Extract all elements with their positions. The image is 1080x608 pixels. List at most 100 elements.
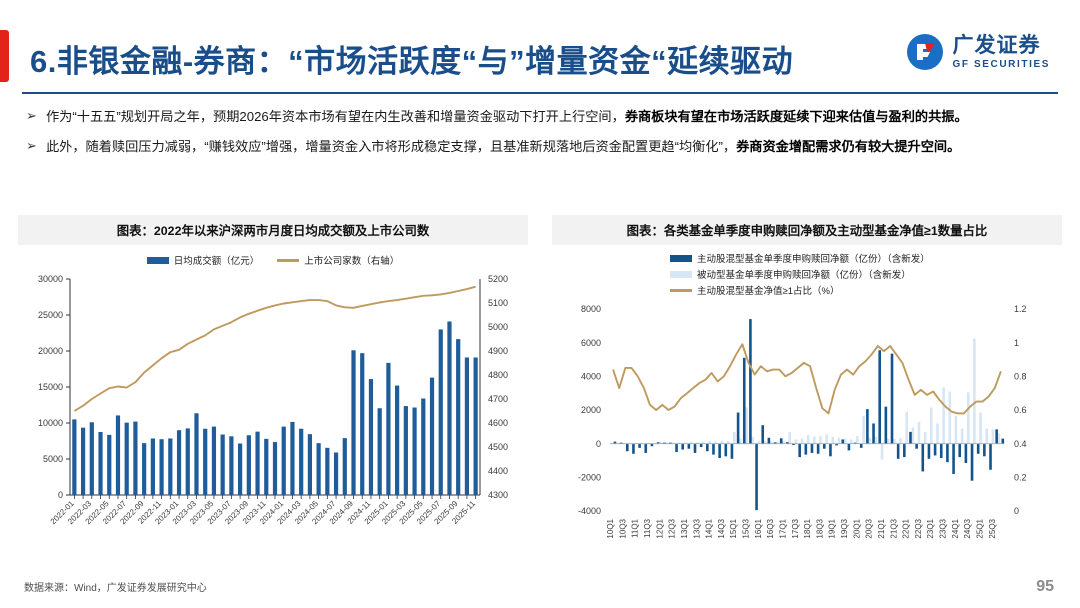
svg-text:4900: 4900 (488, 346, 508, 356)
svg-text:20000: 20000 (38, 346, 63, 356)
svg-text:0: 0 (58, 490, 63, 500)
svg-text:14Q1: 14Q1 (705, 518, 714, 538)
legend-label: 日均成交额（亿元） (173, 256, 260, 267)
svg-text:10Q3: 10Q3 (618, 518, 627, 538)
svg-text:1.2: 1.2 (1014, 304, 1027, 314)
bullet-plain: 作为“十五五”规划开局之年，预期2026年资本市场有望在内生改善和增量资金驱动下… (46, 109, 625, 124)
svg-text:10Q1: 10Q1 (606, 518, 615, 538)
legend-item: 日均成交额（亿元） (146, 253, 260, 267)
list-item: ➢ 此外，随着赎回压力减弱，“赚钱效应”增强，增量资金入市将形成稳定支撑，且基准… (26, 135, 1056, 158)
svg-text:30000: 30000 (38, 274, 63, 284)
svg-text:11Q3: 11Q3 (643, 518, 652, 538)
company-logo: 广发证券 GF SECURITIES (905, 32, 1050, 72)
svg-text:20Q3: 20Q3 (865, 518, 874, 538)
list-item: ➢ 作为“十五五”规划开局之年，预期2026年资本市场有望在内生改善和增量资金驱… (26, 105, 1056, 128)
chart-panel-left: 图表：2022年以来沪深两市月度日均成交额及上市公司数 日均成交额（亿元） 上市… (18, 215, 528, 582)
svg-text:21Q3: 21Q3 (889, 518, 898, 538)
svg-text:4400: 4400 (488, 466, 508, 476)
legend-label: 主动股混型基金净值≥1占比（%） (697, 286, 840, 297)
svg-text:13Q3: 13Q3 (692, 518, 701, 538)
svg-text:0.6: 0.6 (1014, 405, 1027, 415)
legend-swatch-bars (146, 256, 169, 264)
legend-swatch-line (277, 258, 300, 262)
header-divider (22, 92, 1058, 94)
gf-logo-icon (905, 32, 945, 72)
svg-text:15Q1: 15Q1 (729, 518, 738, 538)
svg-text:5000: 5000 (43, 454, 63, 464)
svg-text:13Q1: 13Q1 (680, 518, 689, 538)
svg-text:18Q1: 18Q1 (803, 518, 812, 538)
chart-plot-right: -4000 -2000 0 2000 4000 6000 8000 0 0.2 0.4 0.6 0.8… (552, 299, 1062, 571)
legend-label: 主动股混型基金单季度申购赎回净额（亿份）（含新发） (697, 254, 930, 265)
svg-text:5200: 5200 (488, 274, 508, 284)
legend-swatch-active-fund (670, 254, 692, 262)
logo-text-en: GF SECURITIES (952, 58, 1050, 70)
svg-text:0.2: 0.2 (1014, 473, 1027, 483)
svg-text:15Q3: 15Q3 (742, 518, 751, 538)
svg-text:25000: 25000 (38, 310, 63, 320)
svg-text:1: 1 (1014, 338, 1019, 348)
chart-title-right: 图表：各类基金单季度申购赎回净额及主动型基金净值≥1数量占比 (552, 215, 1062, 245)
data-source-note: 数据来源：Wind，广发证券发展研究中心 (24, 583, 207, 594)
legend-item: 被动型基金单季度申购赎回净额（亿份）（含新发） (670, 267, 911, 281)
svg-text:25Q1: 25Q1 (975, 518, 984, 538)
bullet-plain: 此外，随着赎回压力减弱，“赚钱效应”增强，增量资金入市将形成稳定支撑，且基准新规… (46, 139, 737, 154)
title-accent-bar (0, 30, 9, 82)
chart-legend-left: 日均成交额（亿元） 上市公司家数（右轴） (18, 245, 528, 267)
svg-text:23Q3: 23Q3 (939, 518, 948, 538)
legend-item: 主动股混型基金单季度申购赎回净额（亿份）（含新发） (670, 251, 930, 265)
svg-text:-2000: -2000 (578, 473, 601, 483)
svg-text:19Q1: 19Q1 (828, 518, 837, 538)
svg-text:12Q1: 12Q1 (655, 518, 664, 538)
svg-text:14Q3: 14Q3 (717, 518, 726, 538)
svg-text:0: 0 (596, 439, 601, 449)
svg-text:18Q3: 18Q3 (815, 518, 824, 538)
chart-title-left: 图表：2022年以来沪深两市月度日均成交额及上市公司数 (18, 215, 528, 245)
bullet-text: 此外，随着赎回压力减弱，“赚钱效应”增强，增量资金入市将形成稳定支撑，且基准新规… (46, 135, 1056, 158)
svg-text:22Q1: 22Q1 (902, 518, 911, 538)
bullet-arrow-icon: ➢ (26, 138, 37, 153)
svg-text:4300: 4300 (488, 490, 508, 500)
svg-text:25Q3: 25Q3 (988, 518, 997, 538)
svg-text:4500: 4500 (488, 442, 508, 452)
legend-item: 主动股混型基金净值≥1占比（%） (670, 283, 839, 297)
bullet-arrow-icon: ➢ (26, 108, 37, 123)
svg-text:24Q3: 24Q3 (963, 518, 972, 538)
svg-text:23Q1: 23Q1 (926, 518, 935, 538)
legend-item: 上市公司家数（右轴） (277, 253, 399, 267)
svg-text:2000: 2000 (581, 405, 601, 415)
svg-text:21Q1: 21Q1 (877, 518, 886, 538)
svg-text:20Q1: 20Q1 (852, 518, 861, 538)
svg-text:11Q1: 11Q1 (631, 518, 640, 538)
legend-swatch-passive-fund (670, 270, 692, 278)
svg-text:17Q3: 17Q3 (791, 518, 800, 538)
svg-text:0.8: 0.8 (1014, 372, 1027, 382)
logo-text-cn: 广发证券 (952, 33, 1041, 57)
svg-text:19Q3: 19Q3 (840, 518, 849, 538)
bullet-list: ➢ 作为“十五五”规划开局之年，预期2026年资本市场有望在内生改善和增量资金驱… (26, 105, 1056, 165)
svg-text:17Q1: 17Q1 (778, 518, 787, 538)
svg-text:16Q3: 16Q3 (766, 518, 775, 538)
svg-text:-4000: -4000 (578, 506, 601, 516)
page-title: 6.非银金融-券商：“市场活跃度“与”增量资金“延续驱动 (30, 44, 794, 79)
svg-text:24Q1: 24Q1 (951, 518, 960, 538)
svg-text:4000: 4000 (581, 372, 601, 382)
svg-text:10000: 10000 (38, 418, 63, 428)
svg-text:12Q3: 12Q3 (668, 518, 677, 538)
svg-text:15000: 15000 (38, 382, 63, 392)
svg-text:4600: 4600 (488, 418, 508, 428)
svg-text:6000: 6000 (581, 338, 601, 348)
bullet-text: 作为“十五五”规划开局之年，预期2026年资本市场有望在内生改善和增量资金驱动下… (46, 105, 1056, 128)
svg-text:0: 0 (1014, 506, 1019, 516)
svg-text:5000: 5000 (488, 322, 508, 332)
svg-text:4800: 4800 (488, 370, 508, 380)
svg-text:5100: 5100 (488, 298, 508, 308)
legend-label: 被动型基金单季度申购赎回净额（亿份）（含新发） (697, 270, 911, 281)
bullet-bold: 券商板块有望在市场活跃度延续下迎来估值与盈利的共振。 (624, 109, 968, 124)
legend-label: 上市公司家数（右轴） (304, 256, 400, 267)
svg-text:8000: 8000 (581, 304, 601, 314)
chart-plot-left: 0 5000 10000 15000 20000 25000 30000 4300 4400 45… (18, 267, 528, 582)
legend-swatch-ratio-line (670, 288, 692, 292)
bullet-bold: 券商资金增配需求仍有较大提升空间。 (736, 139, 961, 154)
